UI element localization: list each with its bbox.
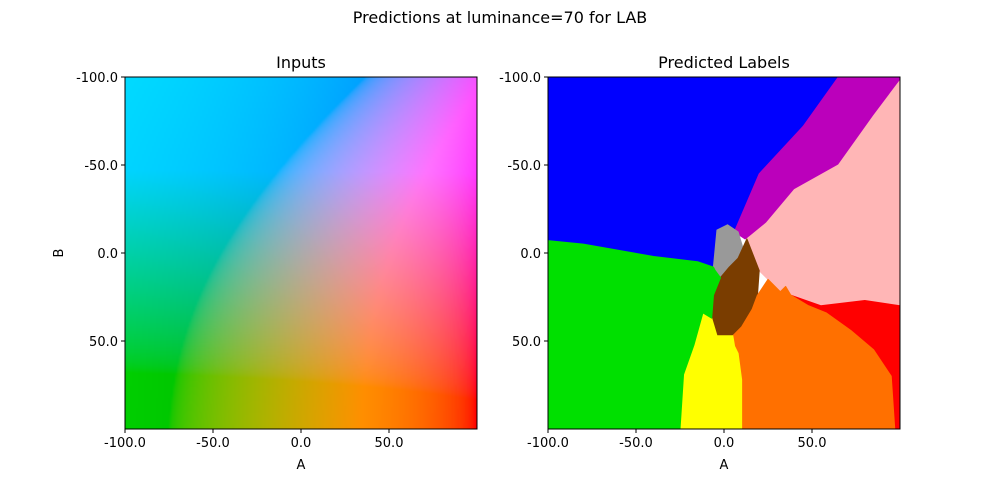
predicted-y-tick-label: -50.0 [507,159,541,174]
predicted-panel-title: Predicted Labels [658,53,790,72]
predicted-y-tick-label: 50.0 [512,335,541,350]
inputs-x-tick-label: -50.0 [196,436,230,451]
inputs-x-tick-label: 0.0 [291,436,312,451]
region-green [548,240,722,429]
predicted-x-tick-label: 50.0 [798,436,827,451]
inputs-y-tick-label: 0.0 [97,247,118,262]
predicted-x-tick-label: -50.0 [619,436,653,451]
inputs-x-tick-label: 50.0 [375,436,404,451]
inputs-y-axis-label: B [52,249,67,258]
predicted-label-map [548,77,900,429]
inputs-y-tick-label: 50.0 [89,335,118,350]
inputs-panel-title: Inputs [276,53,326,72]
inputs-x-axis: -100.0 -50.0 0.0 50.0 [104,429,403,451]
inputs-y-tick-label: -50.0 [84,159,118,174]
predicted-y-tick-label: 0.0 [520,247,541,262]
predicted-y-axis: -100.0 -50.0 0.0 50.0 [499,71,548,350]
predicted-x-axis-label: A [720,458,729,473]
inputs-y-tick-label: -100.0 [76,71,118,86]
inputs-color-field [125,77,477,429]
inputs-y-axis: -100.0 -50.0 0.0 50.0 [76,71,125,350]
predicted-x-axis: -100.0 -50.0 0.0 50.0 [527,429,826,451]
inputs-x-tick-label: -100.0 [104,436,146,451]
predicted-x-tick-label: 0.0 [714,436,735,451]
predicted-y-tick-label: -100.0 [499,71,541,86]
inputs-x-axis-label: A [297,458,306,473]
inputs-panel: Inputs -100.0 -50.0 0.0 50.0 -100.0 -50.0 0.0… [52,53,478,473]
figure-title: Predictions at luminance=70 for LAB [353,8,648,27]
predicted-labels-panel: Predicted Labels -100.0 -50.0 0.0 50.0 -100… [499,53,901,473]
predicted-x-tick-label: -100.0 [527,436,569,451]
